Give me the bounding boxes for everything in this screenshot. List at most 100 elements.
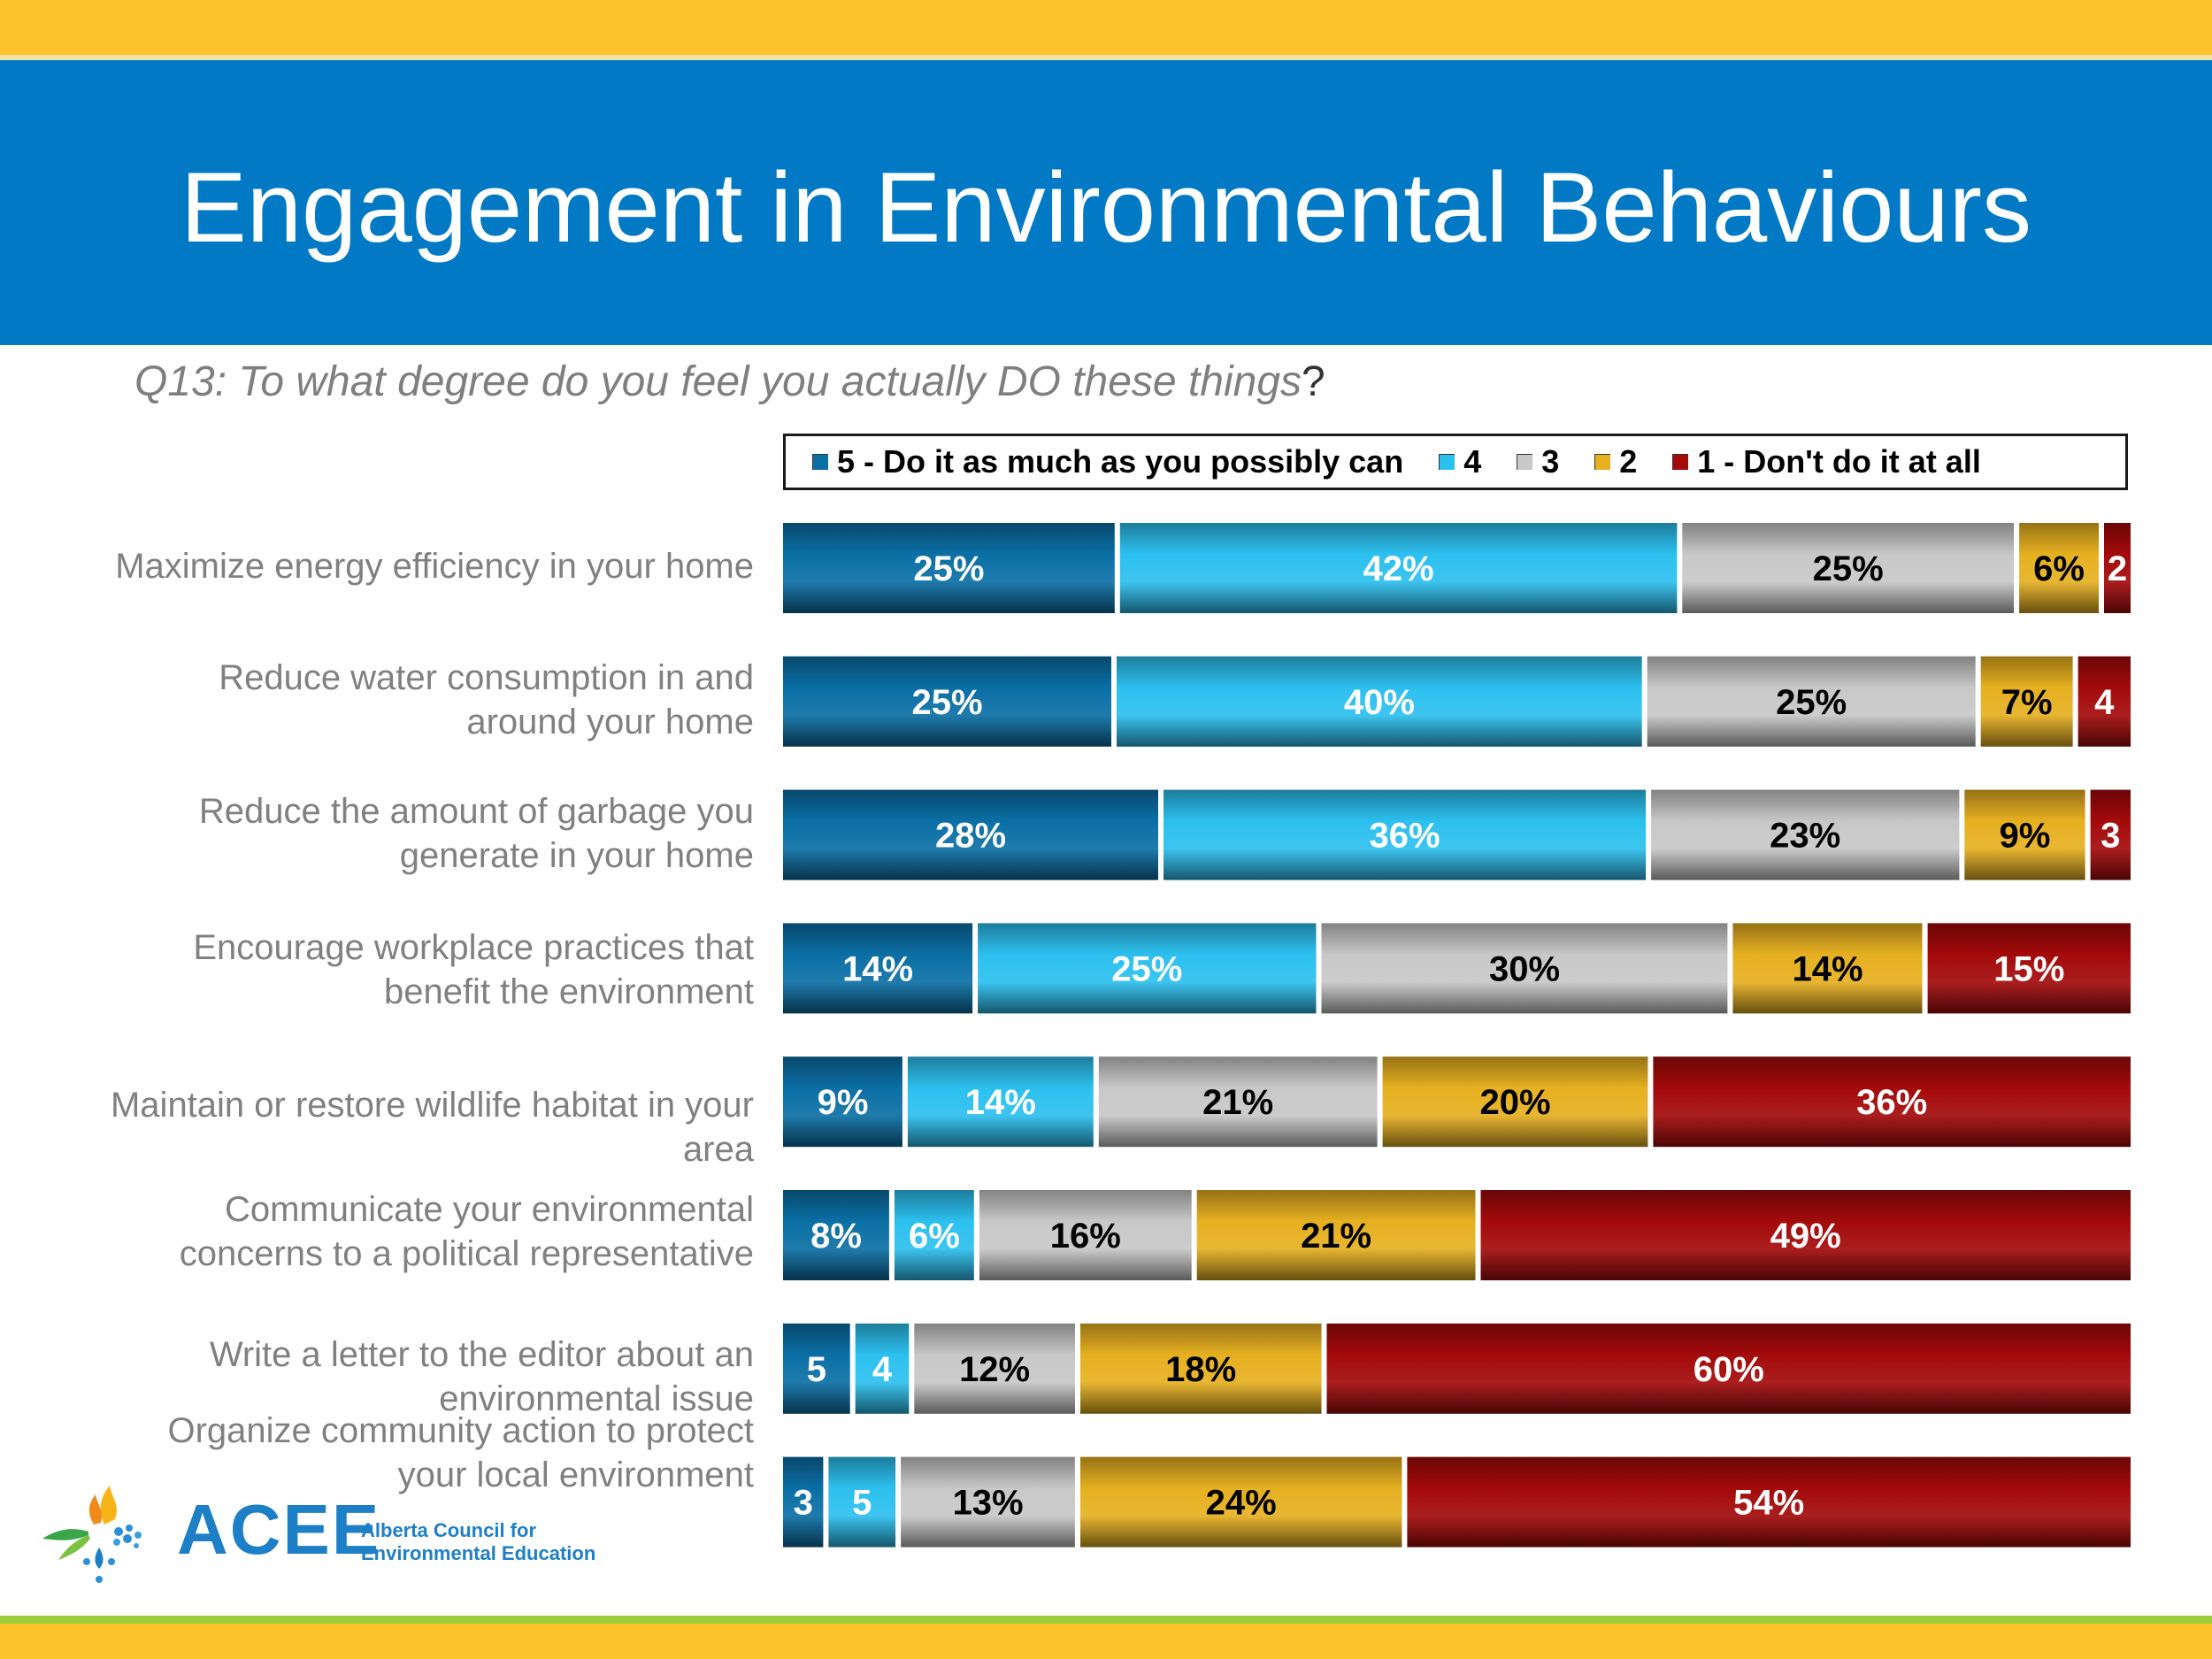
logo-wordmark: ACEE: [177, 1490, 381, 1569]
logo-emblem-icon: [42, 1486, 142, 1583]
bar-segment-1-don-t-do-it-at-all: [1480, 1190, 2131, 1280]
survey-question-text: Q13: To what degree do you feel you actu…: [134, 358, 1302, 405]
data-label: 7%: [2001, 683, 2053, 722]
data-label: 8%: [810, 1217, 862, 1256]
bar-segment-4: [894, 1190, 974, 1280]
bar-segment-1-don-t-do-it-at-all: [2104, 523, 2131, 613]
row-label-line: Maximize energy efficiency in your home: [115, 547, 754, 586]
legend-swatch: [1594, 454, 1611, 470]
bar-segment-5-do-it-as-much-as-you-possibly-can: [783, 1323, 850, 1414]
legend-item-2: 4: [1439, 443, 1481, 480]
bottom-accent-line: [0, 1616, 2212, 1624]
bar-segment-1-don-t-do-it-at-all: [1653, 1056, 2131, 1148]
bar-segment-3: [1098, 1056, 1378, 1148]
data-label: 21%: [1301, 1217, 1371, 1256]
data-label: 24%: [1206, 1484, 1277, 1523]
bar-row-3: 28% 36% 23% 9% 3: [783, 789, 2131, 880]
acee-logo: ACEE Alberta Council for Environmental E…: [35, 1473, 602, 1588]
data-label: 14%: [1792, 949, 1863, 988]
bar-segment-5-do-it-as-much-as-you-possibly-can: [783, 1456, 824, 1548]
data-label: 18%: [1165, 1350, 1236, 1389]
data-label: 9%: [818, 1083, 869, 1122]
data-label: 5: [807, 1350, 826, 1389]
data-label: 54%: [1733, 1484, 1804, 1523]
row-label-line: Communicate your environmental: [224, 1190, 754, 1229]
bar-segment-1-don-t-do-it-at-all: [1326, 1323, 2131, 1414]
bar-segment-2: [1980, 656, 2073, 747]
legend-swatch: [1439, 454, 1455, 470]
bar-segment-1-don-t-do-it-at-all: [2078, 656, 2131, 747]
bar-row-4: 14% 25% 30% 14% 15%: [783, 923, 2131, 1014]
data-label: 13%: [953, 1484, 1024, 1523]
row-label: Communicate your environmental concerns t…: [53, 1187, 754, 1276]
bar-segment-3: [1321, 923, 1728, 1014]
bar-segment-4: [1164, 789, 1647, 880]
legend-item-4: 2: [1594, 443, 1637, 480]
data-label: 4: [2094, 683, 2115, 722]
legend-item-1: 5 - Do it as much as you possibly can: [812, 443, 1403, 480]
bar-segment-2: [1382, 1056, 1648, 1148]
row-label-line: around your home: [466, 702, 754, 741]
data-label: 49%: [1770, 1217, 1841, 1256]
bar-segment-5-do-it-as-much-as-you-possibly-can: [783, 789, 1158, 880]
data-label: 36%: [1856, 1083, 1927, 1122]
row-label-line: concerns to a political representative: [179, 1234, 754, 1273]
survey-question-mark: ?: [1302, 358, 1325, 405]
data-label: 6%: [909, 1217, 960, 1256]
data-label: 30%: [1489, 949, 1560, 988]
data-label: 2: [2108, 549, 2127, 588]
legend-swatch: [812, 454, 828, 470]
row-label: Write a letter to the editor about an env…: [53, 1333, 754, 1421]
bar-row-5: 9% 14% 21% 20% 36%: [783, 1056, 2131, 1148]
bar-segment-5-do-it-as-much-as-you-possibly-can: [783, 923, 973, 1014]
data-label: 40%: [1344, 683, 1415, 722]
bar-segment-3: [979, 1190, 1192, 1280]
logo-subtitle-line-2: Environmental Education: [361, 1542, 596, 1564]
logo-subtitle: Alberta Council for Environmental Educat…: [361, 1519, 595, 1565]
legend-label: 4: [1463, 443, 1482, 480]
data-label: 14%: [842, 949, 913, 988]
data-label: 4: [872, 1350, 893, 1389]
bar-row-8: 3 5 13% 24% 54%: [783, 1456, 2131, 1548]
row-label-line: environmental issue: [439, 1379, 754, 1418]
bottom-accent-stripe: [0, 1624, 2212, 1659]
bar-segment-1-don-t-do-it-at-all: [1927, 923, 2131, 1014]
data-label: 21%: [1202, 1083, 1273, 1122]
data-label: 23%: [1770, 817, 1840, 856]
data-label: 25%: [1111, 949, 1182, 988]
data-label: 25%: [1813, 549, 1884, 588]
legend-label: 3: [1541, 443, 1560, 480]
row-label: Maintain or restore wildlife habitat in …: [53, 1083, 754, 1171]
row-label-line: Reduce water consumption in and: [219, 657, 754, 697]
bar-segment-4: [1119, 523, 1678, 613]
legend-label: 2: [1619, 443, 1638, 480]
bar-rows: 25% 42% 25% 6% 225% 40% 25% 7% 428% 36% 23% 9% 314% 2…: [783, 523, 2131, 1548]
legend-swatch: [1517, 454, 1533, 470]
bar-segment-4: [855, 1323, 910, 1414]
legend-label: 1 - Don't do it at all: [1697, 443, 1981, 480]
row-label: Reduce the amount of garbage you generate…: [53, 789, 754, 878]
bar-row-1: 25% 42% 25% 6% 2: [783, 523, 2131, 613]
bar-row-2: 25% 40% 25% 7% 4: [783, 656, 2131, 747]
bar-segment-2: [1080, 1456, 1402, 1548]
bar-segment-4: [828, 1456, 896, 1548]
data-label: 42%: [1363, 549, 1433, 588]
bar-segment-5-do-it-as-much-as-you-possibly-can: [783, 1056, 902, 1148]
row-label-line: Maintain or restore wildlife habitat in …: [110, 1086, 754, 1125]
survey-question: Q13: To what degree do you feel you actu…: [134, 354, 1325, 411]
row-label-line: your local environment: [397, 1455, 754, 1494]
bar-row-6: 8% 6% 16% 21% 49%: [783, 1190, 2131, 1280]
data-label: 15%: [1993, 949, 2064, 988]
bar-segment-2: [1964, 789, 2085, 880]
page-title: Engagement in Environmental Behaviours: [180, 152, 2032, 263]
bar-segment-4: [1117, 656, 1642, 747]
data-label: 25%: [911, 683, 982, 722]
top-accent-stripe: [0, 0, 2212, 55]
data-label: 6%: [2033, 549, 2085, 588]
legend-swatch: [1672, 454, 1689, 470]
data-label: 16%: [1050, 1217, 1121, 1256]
bar-segment-1-don-t-do-it-at-all: [1407, 1456, 2131, 1548]
row-label: Encourage workplace practices that benefi…: [53, 926, 754, 1014]
legend-item-3: 3: [1517, 443, 1559, 480]
